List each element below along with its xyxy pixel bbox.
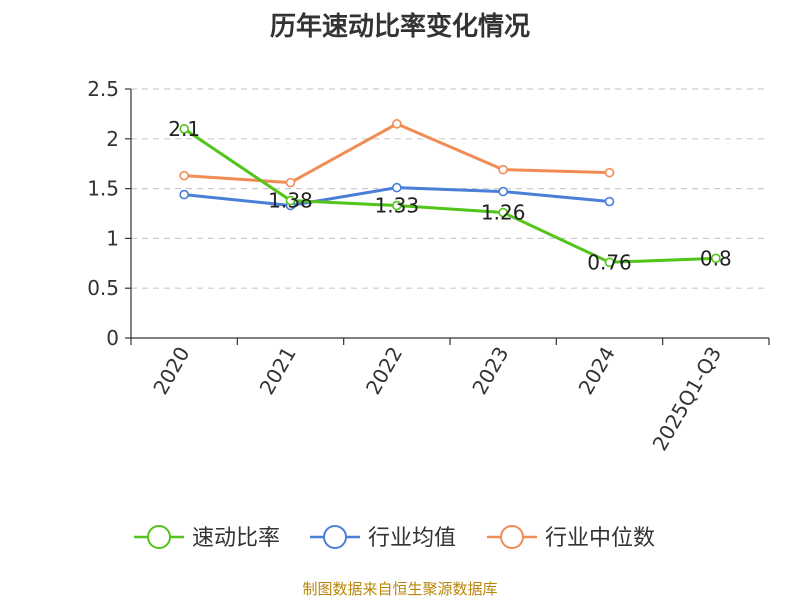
x-tick-label: 2020 bbox=[148, 343, 194, 399]
data-point bbox=[498, 186, 508, 197]
legend-item: 行业中位数 bbox=[487, 525, 655, 551]
legend-marker bbox=[323, 525, 347, 549]
series-industry-mean bbox=[179, 182, 615, 211]
chart-title: 历年速动比率变化情况 bbox=[269, 12, 530, 42]
legend-marker bbox=[147, 525, 171, 549]
series-line bbox=[184, 122, 610, 185]
x-tick-label: 2025Q1-Q3 bbox=[647, 343, 726, 455]
y-tick-label: 2 bbox=[106, 127, 119, 151]
legend: 速动比率 行业均值 行业中位数 bbox=[134, 525, 655, 551]
legend-label: 行业中位数 bbox=[545, 526, 655, 551]
data-label: 1.33 bbox=[375, 194, 420, 218]
data-point bbox=[711, 253, 721, 264]
data-label: 1.26 bbox=[481, 201, 526, 225]
data-point bbox=[392, 200, 402, 211]
data-point bbox=[179, 170, 189, 181]
data-label: 0.8 bbox=[700, 246, 732, 270]
x-tick-label: 2022 bbox=[361, 343, 407, 399]
series-line bbox=[183, 127, 716, 264]
series-industry-median bbox=[179, 119, 615, 188]
legend-item: 速动比率 bbox=[134, 525, 280, 551]
legend-marker bbox=[500, 525, 524, 549]
x-tick-label: 2021 bbox=[255, 343, 301, 399]
data-point bbox=[604, 167, 615, 178]
series-quick-ratio bbox=[179, 124, 721, 268]
series-lines: 2.1 1.38 1.33 1.26 0.76 0.8 bbox=[168, 117, 731, 274]
data-point bbox=[392, 182, 402, 193]
y-tick-label: 1 bbox=[106, 226, 119, 250]
data-label: 2.1 bbox=[168, 117, 200, 141]
y-tick-label: 0.5 bbox=[87, 276, 119, 300]
x-tick-label: 2023 bbox=[467, 342, 513, 398]
data-point bbox=[498, 207, 508, 218]
y-tick-label: 1.5 bbox=[87, 177, 119, 201]
data-point bbox=[604, 257, 615, 268]
data-labels: 2.1 1.38 1.33 1.26 0.76 0.8 bbox=[168, 117, 731, 274]
data-label: 0.76 bbox=[587, 250, 632, 274]
y-tick-label: 0 bbox=[106, 326, 119, 350]
data-point bbox=[179, 189, 189, 200]
data-point bbox=[604, 196, 615, 207]
legend-label: 行业均值 bbox=[368, 526, 456, 551]
data-point bbox=[392, 119, 402, 129]
data-point bbox=[498, 164, 508, 175]
data-point bbox=[285, 177, 296, 188]
data-point bbox=[179, 124, 189, 134]
legend-label: 速动比率 bbox=[192, 526, 280, 551]
data-point bbox=[285, 195, 296, 206]
x-tick-label: 2024 bbox=[574, 343, 620, 399]
y-tick-label: 2.5 bbox=[87, 77, 119, 101]
data-source-note: 制图数据来自恒生聚源数据库 bbox=[302, 580, 498, 598]
legend-item: 行业均值 bbox=[310, 525, 456, 551]
data-label: 1.38 bbox=[268, 189, 313, 213]
